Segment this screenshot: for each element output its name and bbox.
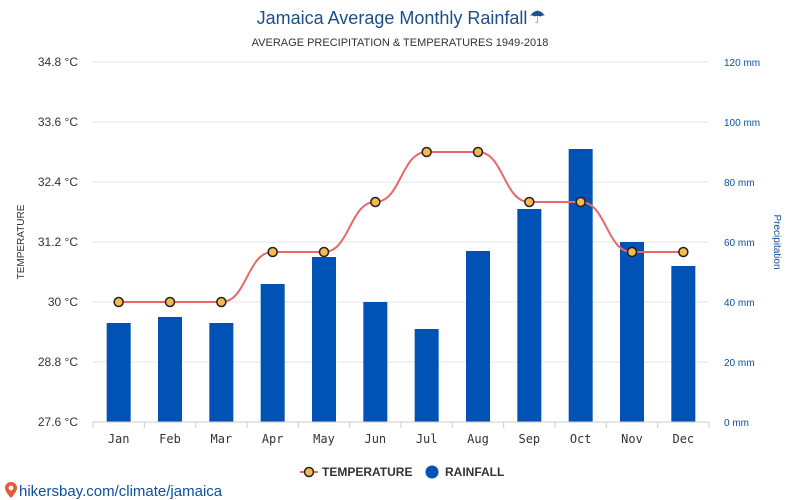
temperature-line-group — [113, 146, 689, 308]
temperature-point-jun[interactable] — [370, 196, 381, 208]
month-label-sep: Sep — [518, 432, 540, 446]
month-label-feb: Feb — [159, 432, 181, 446]
right-axis-tick-label: 80 mm — [724, 178, 755, 189]
left-axis-tick-label: 31.2 °C — [38, 235, 78, 249]
left-axis-tick-label: 33.6 °C — [38, 115, 78, 129]
right-axis-tick-label: 0 mm — [724, 418, 749, 429]
temperature-point-mar[interactable] — [216, 296, 227, 308]
legend-rainfall-marker — [425, 465, 439, 479]
right-axis-ticks: 120 mm 100 mm 80 mm 60 mm 40 mm 20 mm 0 mm — [724, 58, 760, 429]
right-axis-tick-label: 20 mm — [724, 358, 755, 369]
rainfall-bars — [106, 149, 696, 422]
month-label-nov: Nov — [621, 432, 643, 446]
source-link[interactable]: hikersbay.com/climate/jamaica — [5, 482, 223, 500]
source-link-text[interactable]: hikersbay.com/climate/jamaica — [19, 483, 223, 500]
chart-title: Jamaica Average Monthly Rainfall — [257, 8, 528, 28]
left-axis-tick-label: 27.6 °C — [38, 415, 78, 429]
rainfall-bar-apr[interactable] — [260, 284, 285, 422]
temperature-point-oct[interactable] — [575, 196, 586, 208]
x-axis: Jan Feb Mar Apr May Jun Jul Aug Sep Oct Nov Dec — [92, 421, 710, 446]
umbrella-icon: ☂ — [529, 7, 545, 28]
left-axis-tick-label: 28.8 °C — [38, 355, 78, 369]
gridlines — [93, 61, 709, 363]
rainfall-bar-jan[interactable] — [106, 323, 131, 422]
rainfall-bar-aug[interactable] — [466, 251, 490, 422]
rainfall-bar-dec[interactable] — [671, 266, 696, 422]
left-axis-tick-label: 32.4 °C — [38, 175, 78, 189]
left-axis-tick-label: 34.8 °C — [38, 55, 78, 69]
temperature-point-sep[interactable] — [524, 196, 535, 208]
temperature-point-dec[interactable] — [678, 246, 689, 258]
legend[interactable]: TEMPERATURE RAINFALL — [300, 465, 504, 479]
month-label-oct: Oct — [570, 432, 592, 446]
rainfall-bar-jun[interactable] — [363, 302, 388, 422]
legend-temperature-marker — [303, 466, 315, 478]
temperature-line — [118, 151, 684, 303]
rainfall-bar-nov[interactable] — [620, 242, 644, 422]
temperature-point-jul[interactable] — [421, 146, 432, 158]
temperature-point-jan[interactable] — [113, 296, 124, 308]
right-axis-tick-label: 120 mm — [724, 58, 760, 69]
right-axis-tick-label: 40 mm — [724, 298, 755, 309]
month-label-apr: Apr — [262, 432, 284, 446]
rainfall-bar-may[interactable] — [312, 257, 336, 422]
temperature-point-aug[interactable] — [472, 146, 484, 158]
chart-title-group: Jamaica Average Monthly Rainfall ☂ AVERA… — [252, 7, 549, 49]
left-axis-tick-label: 30 °C — [48, 295, 78, 309]
left-axis-title: TEMPERATURE — [16, 204, 27, 279]
right-axis-title: Precipitation — [771, 214, 782, 269]
month-label-dec: Dec — [672, 432, 694, 446]
rainfall-bar-mar[interactable] — [209, 323, 234, 422]
rainfall-bar-oct[interactable] — [568, 149, 593, 422]
right-axis-tick-label: 100 mm — [724, 118, 760, 129]
month-label-jul: Jul — [416, 432, 438, 446]
temperature-point-apr[interactable] — [267, 246, 278, 258]
rainfall-bar-sep[interactable] — [517, 209, 542, 422]
temperature-point-nov[interactable] — [626, 246, 638, 258]
map-pin-icon — [5, 482, 17, 498]
month-label-jan: Jan — [108, 432, 130, 446]
temperature-point-feb[interactable] — [164, 296, 176, 308]
rainfall-bar-feb[interactable] — [158, 317, 182, 422]
temperature-point-may[interactable] — [318, 246, 330, 258]
rainfall-bar-jul[interactable] — [414, 329, 439, 422]
month-label-aug: Aug — [467, 432, 489, 446]
month-label-jun: Jun — [364, 432, 386, 446]
legend-rainfall-label[interactable]: RAINFALL — [445, 465, 504, 479]
month-label-may: May — [313, 432, 335, 446]
month-label-mar: Mar — [210, 432, 232, 446]
chart-subtitle: AVERAGE PRECIPITATION & TEMPERATURES 194… — [252, 37, 549, 49]
legend-temperature-label[interactable]: TEMPERATURE — [322, 465, 412, 479]
left-axis-ticks: 34.8 °C 33.6 °C 32.4 °C 31.2 °C 30 °C 28.8 °C… — [38, 55, 78, 429]
right-axis-tick-label: 60 mm — [724, 238, 755, 249]
